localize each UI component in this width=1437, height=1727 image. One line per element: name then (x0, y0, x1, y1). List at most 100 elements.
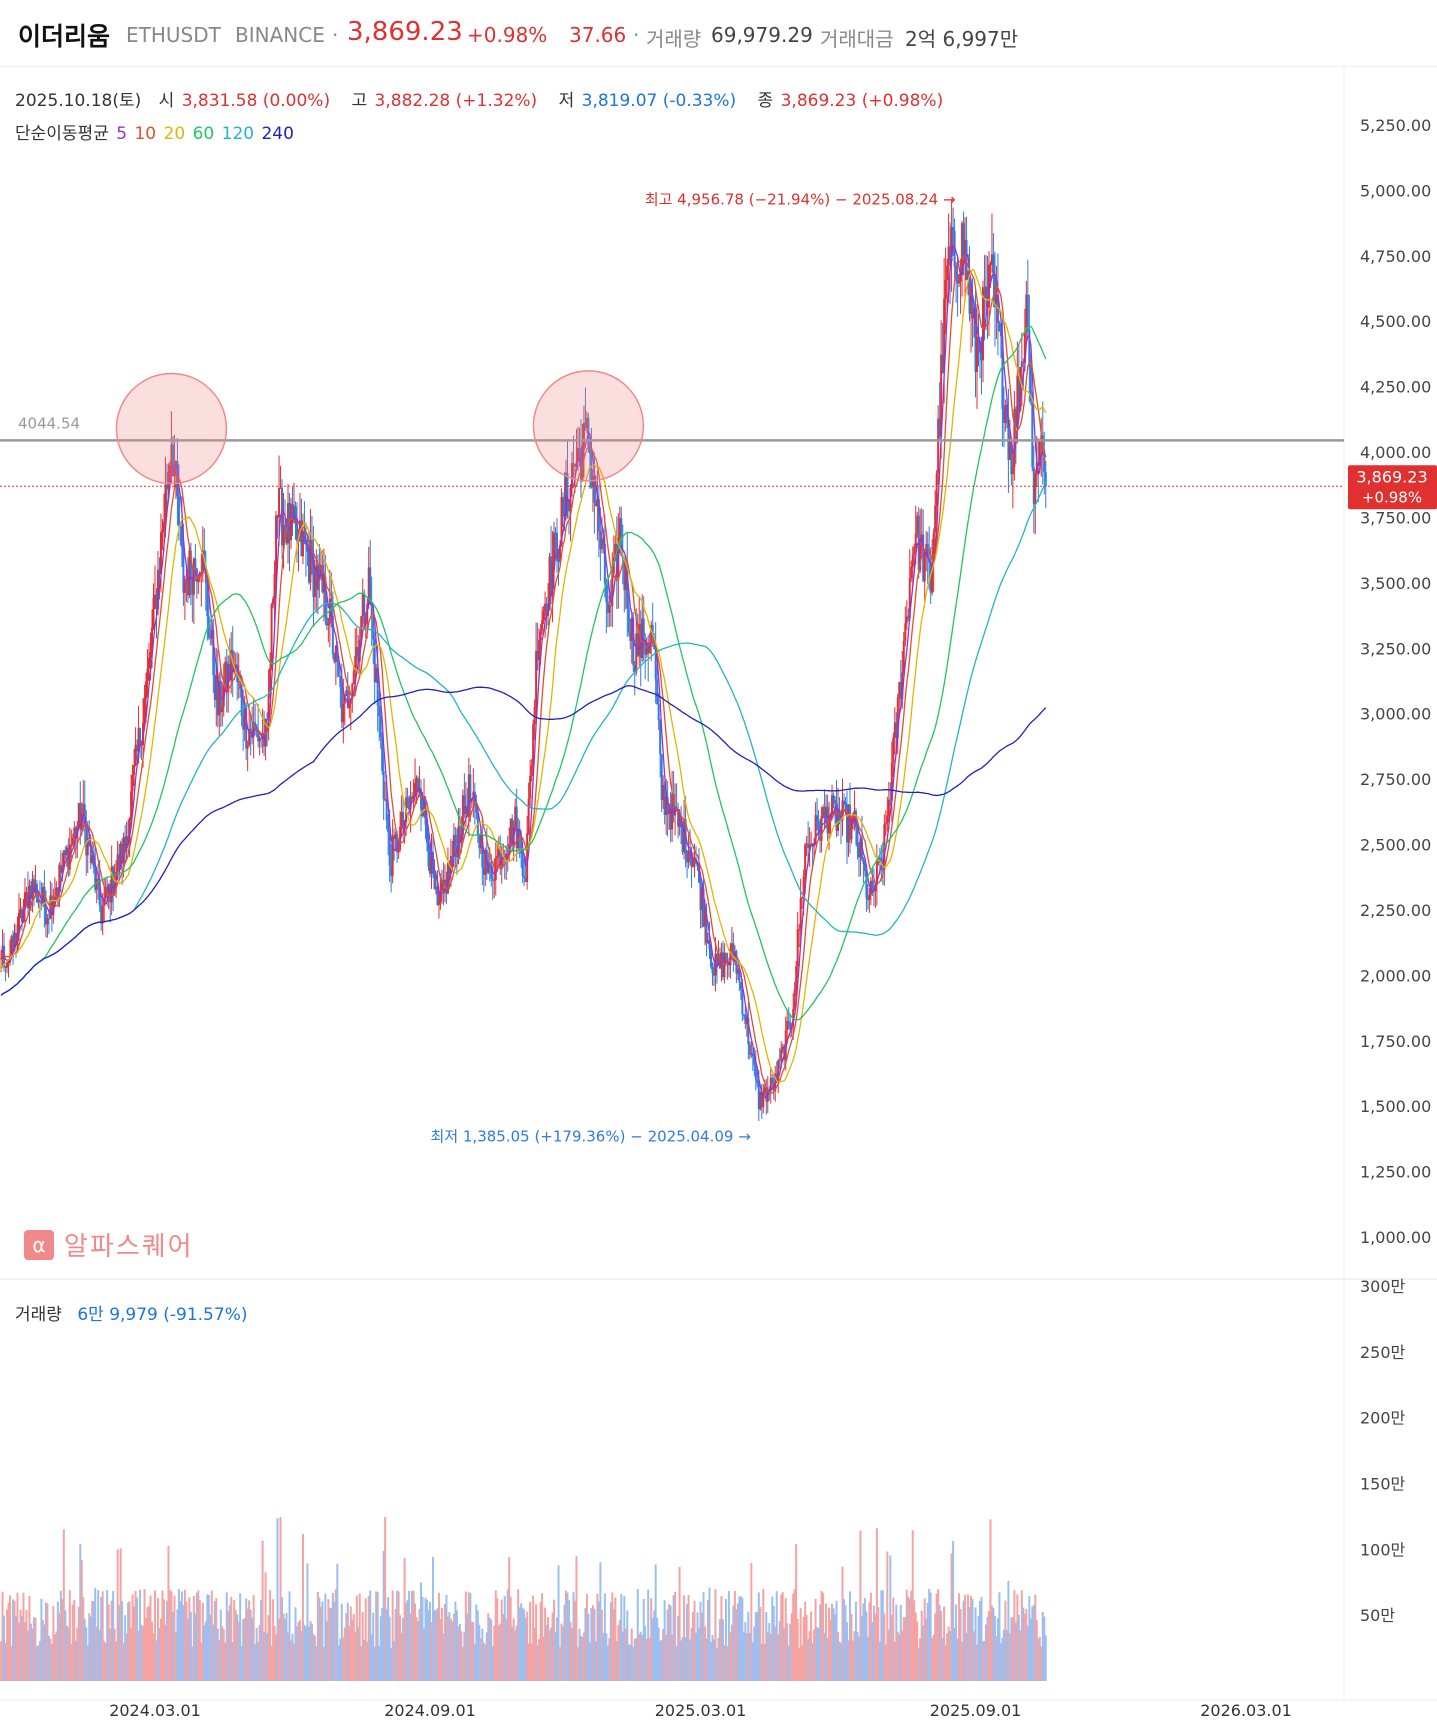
volume-bar (895, 1604, 898, 1681)
volume-bar (720, 1595, 723, 1681)
candle-body (1034, 473, 1037, 505)
volume-bar (481, 1628, 484, 1681)
volume-bar (979, 1601, 981, 1681)
candle-body (327, 623, 330, 626)
volume-bar (837, 1631, 840, 1681)
volume-bar (440, 1607, 443, 1681)
volume-bar (251, 1618, 254, 1681)
volume-bar (170, 1591, 173, 1681)
volume-bar (104, 1643, 107, 1681)
volume-bar (629, 1644, 632, 1681)
volume-bar (887, 1629, 890, 1681)
volume-bar (826, 1637, 829, 1681)
price-tick-label: 3,750.00 (1360, 508, 1431, 527)
volume-bar (390, 1647, 393, 1681)
volume-bar (391, 1590, 394, 1681)
candle-body (904, 623, 907, 641)
candle-body (451, 856, 454, 858)
volume-bar (980, 1596, 983, 1681)
info-date: 2025.10.18(토) (15, 91, 142, 111)
volume-bar (699, 1601, 702, 1681)
price-tick-label: 3,000.00 (1360, 705, 1431, 724)
volume-bar (683, 1595, 686, 1681)
volume-bar (191, 1646, 194, 1681)
volume-bar (983, 1640, 986, 1681)
volume-bar (1011, 1617, 1014, 1681)
moving-average-line (0, 245, 1047, 1099)
candle-body (865, 870, 868, 898)
candle-body (179, 525, 182, 527)
candle-body (118, 854, 121, 869)
volume-bar (733, 1590, 736, 1681)
candle-body (892, 737, 895, 763)
candle-body (23, 892, 26, 909)
volume-bar (174, 1632, 177, 1681)
volume-bar (805, 1615, 808, 1681)
volume-bar (986, 1616, 989, 1681)
candle-body (77, 803, 80, 827)
candle-body (315, 565, 318, 591)
candle-body (376, 667, 379, 706)
volume-bar (109, 1628, 112, 1681)
candle-body (560, 497, 563, 545)
volume-bar (185, 1601, 188, 1681)
volume-bar (257, 1641, 260, 1681)
volume-bar (131, 1594, 134, 1681)
volume-bar (657, 1627, 660, 1681)
volume-bar (43, 1624, 46, 1681)
volume-bar (587, 1613, 590, 1681)
volume-bar (606, 1645, 609, 1681)
candle-body (496, 855, 499, 858)
volume-bar (1, 1591, 4, 1681)
volume-bar (539, 1602, 542, 1681)
candle-body (86, 838, 89, 856)
candle-body (989, 263, 992, 265)
volume-bar (177, 1589, 180, 1681)
candle-body (795, 966, 798, 990)
volume-bar (850, 1613, 853, 1681)
candle-body (732, 943, 735, 962)
candle-body (562, 497, 565, 499)
volume-bar (310, 1623, 313, 1681)
candle-body (269, 668, 272, 696)
volume-bar (500, 1599, 503, 1681)
volume-bar (316, 1591, 319, 1681)
volume-bar (1026, 1626, 1029, 1681)
volume-bar (115, 1641, 118, 1681)
volume-bar (360, 1645, 363, 1681)
volume-bar (801, 1644, 804, 1681)
volume-bar (136, 1597, 139, 1681)
candle-body (579, 452, 582, 482)
volume-bar (236, 1614, 239, 1681)
volume-bar (935, 1593, 938, 1681)
volume-bar (291, 1633, 294, 1681)
candle-body (321, 565, 324, 593)
volume-bar (142, 1626, 145, 1681)
candle-body (698, 864, 701, 883)
volume-bar (560, 1623, 563, 1681)
candle-body (127, 836, 130, 843)
candle-body (632, 618, 635, 666)
candle-body (563, 498, 566, 517)
candle-body (786, 1021, 789, 1031)
candle-body (272, 598, 275, 605)
candle-body (859, 838, 862, 858)
volume-bar (919, 1638, 922, 1681)
volume-bar (434, 1610, 437, 1681)
candle-body (887, 799, 890, 816)
volume-bar (653, 1610, 656, 1681)
volume-bar (926, 1602, 929, 1681)
candle-body (515, 806, 518, 849)
volume-bar (795, 1543, 798, 1681)
volume-bar (981, 1641, 984, 1681)
candle-body (479, 834, 482, 849)
exchange: BINANCE (235, 23, 325, 47)
volume-bar (698, 1628, 701, 1681)
volume-bar (429, 1601, 431, 1681)
candle-body (467, 774, 470, 817)
price-tick-label: 1,500.00 (1360, 1097, 1431, 1116)
candle-body (947, 246, 950, 266)
volume-bar (857, 1636, 860, 1681)
volume-bar (509, 1596, 512, 1681)
